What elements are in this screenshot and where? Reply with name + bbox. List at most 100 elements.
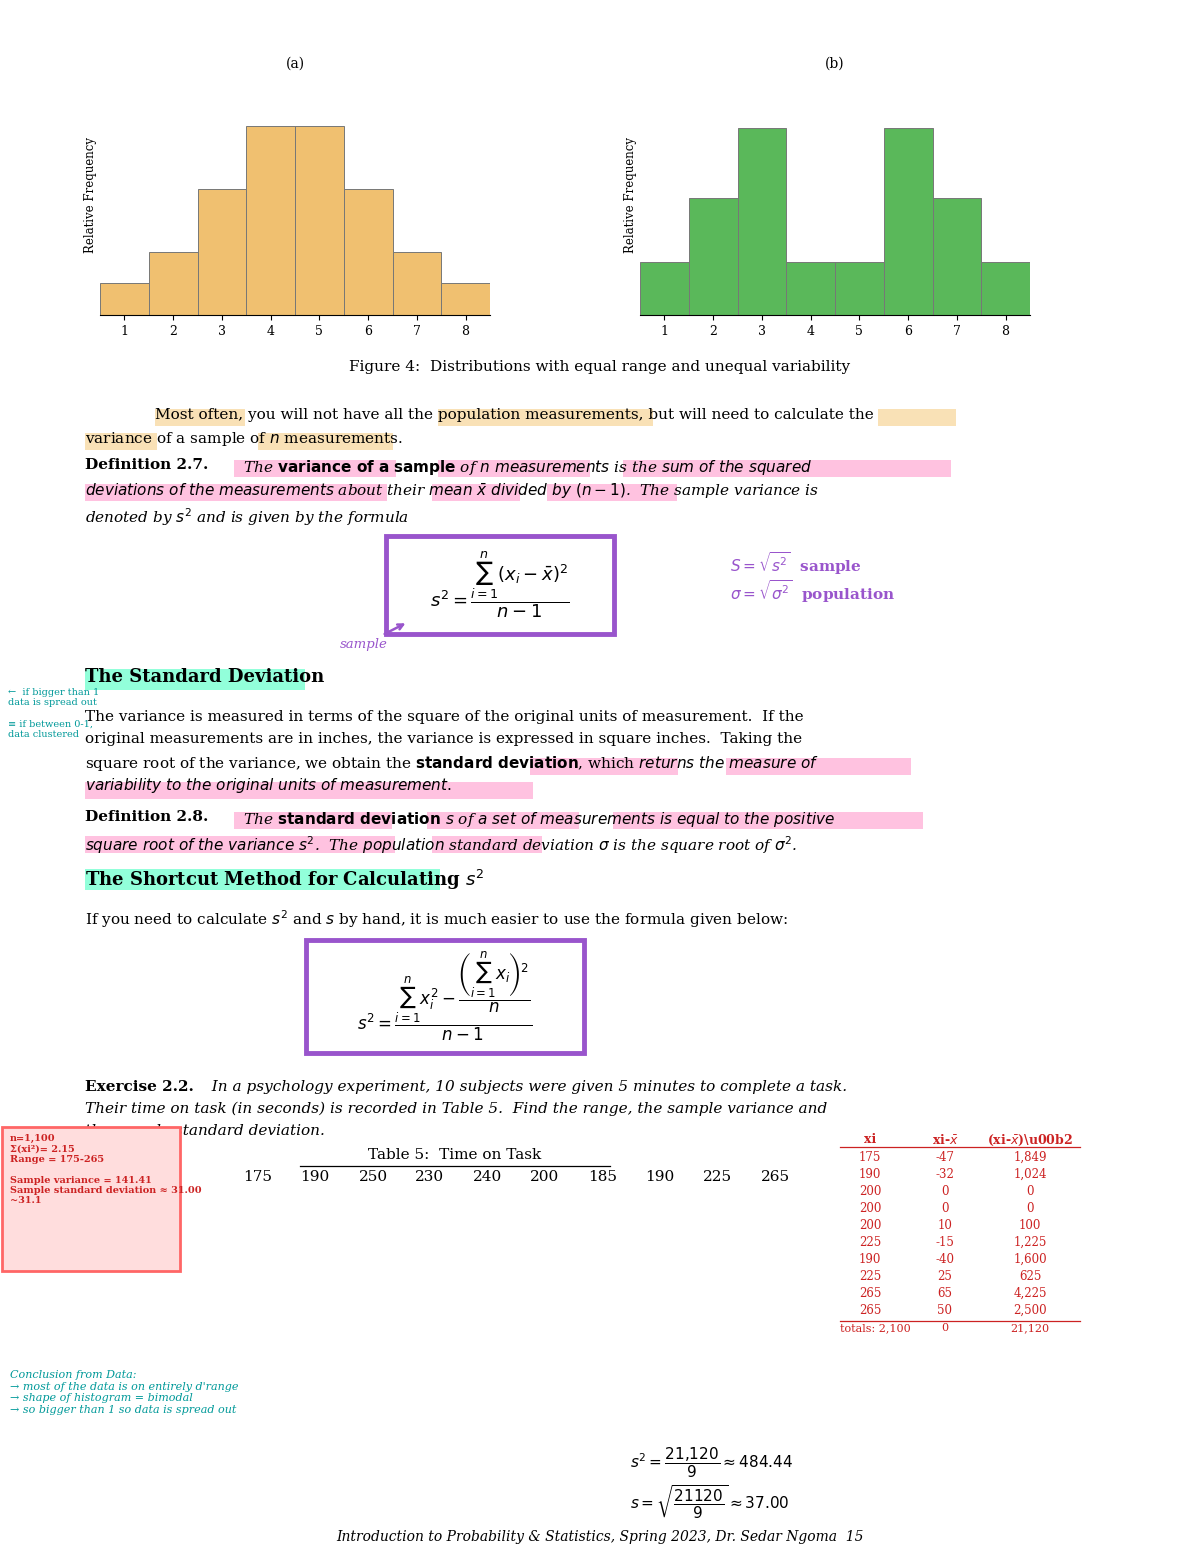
Text: 240: 240 — [473, 1169, 503, 1183]
Text: Their time on task (in seconds) is recorded in Table 5.  Find the range, the sam: Their time on task (in seconds) is recor… — [85, 1103, 827, 1117]
Text: 1,849: 1,849 — [1013, 1151, 1046, 1165]
FancyBboxPatch shape — [234, 460, 396, 477]
Text: 2,500: 2,500 — [1013, 1305, 1046, 1317]
Text: -15: -15 — [936, 1236, 954, 1249]
Text: totals: 2,100: totals: 2,100 — [840, 1323, 911, 1332]
Text: 250: 250 — [359, 1169, 388, 1183]
Text: $s^2 = \dfrac{\sum_{i=1}^{n}(x_i - \bar{x})^2}{n-1}$: $s^2 = \dfrac{\sum_{i=1}^{n}(x_i - \bar{… — [430, 550, 570, 620]
FancyBboxPatch shape — [438, 460, 590, 477]
Text: 0: 0 — [941, 1202, 949, 1214]
Text: 190: 190 — [300, 1169, 330, 1183]
Text: 265: 265 — [761, 1169, 790, 1183]
Text: Definition 2.8.: Definition 2.8. — [85, 811, 209, 825]
Bar — [198, 188, 246, 315]
Text: The Shortcut Method for Calculating $s^2$: The Shortcut Method for Calculating $s^2… — [85, 868, 485, 891]
Text: $\mathit{deviations\ of\ the\ measurements}$ about their $\mathit{mean}$ $\bar{x: $\mathit{deviations\ of\ the\ measuremen… — [85, 481, 818, 502]
FancyBboxPatch shape — [85, 870, 440, 890]
Bar — [343, 188, 392, 315]
Text: $s = \sqrt{\dfrac{21120}{9}} \approx 37.00$: $s = \sqrt{\dfrac{21120}{9}} \approx 37.… — [630, 1483, 790, 1520]
FancyBboxPatch shape — [85, 485, 386, 502]
Text: Conclusion from Data:
→ most of the data is on entirely d'range
→ shape of histo: Conclusion from Data: → most of the data… — [10, 1370, 239, 1415]
Text: $\sigma = \sqrt{\sigma^2}$  population: $\sigma = \sqrt{\sigma^2}$ population — [730, 578, 895, 606]
FancyBboxPatch shape — [432, 485, 520, 502]
Bar — [100, 283, 149, 315]
Text: $s^2 = \dfrac{\sum_{i=1}^{n}x_i^2 - \dfrac{\left(\sum_{i=1}^{n}x_i\right)^2}{n}}: $s^2 = \dfrac{\sum_{i=1}^{n}x_i^2 - \dfr… — [358, 949, 533, 1042]
Bar — [295, 126, 343, 315]
Text: 100: 100 — [1019, 1219, 1042, 1232]
Text: In a psychology experiment, 10 subjects were given 5 minutes to complete a task.: In a psychology experiment, 10 subjects … — [202, 1079, 847, 1093]
Text: the sample standard deviation.: the sample standard deviation. — [85, 1124, 325, 1138]
FancyBboxPatch shape — [427, 812, 580, 829]
Bar — [442, 283, 490, 315]
Text: The $\mathbf{standard\ deviation}$ $s$ of $\mathit{a\ set\ of\ measurements}$ $\: The $\mathbf{standard\ deviation}$ $s$ o… — [234, 811, 835, 829]
Text: 0: 0 — [941, 1185, 949, 1197]
Text: 1,600: 1,600 — [1013, 1253, 1046, 1266]
Text: variance of a sample of $\mathit{n}$ measurements.: variance of a sample of $\mathit{n}$ mea… — [85, 430, 403, 447]
Text: 50: 50 — [937, 1305, 953, 1317]
Text: Definition 2.7.: Definition 2.7. — [85, 458, 209, 472]
Bar — [392, 252, 442, 315]
FancyBboxPatch shape — [726, 758, 911, 775]
Text: 190: 190 — [646, 1169, 674, 1183]
FancyBboxPatch shape — [438, 408, 653, 426]
Text: 0: 0 — [1026, 1185, 1033, 1197]
FancyBboxPatch shape — [85, 433, 157, 450]
Text: denoted by $s^2$ and is given by the formula: denoted by $s^2$ and is given by the for… — [85, 506, 409, 528]
Text: 0: 0 — [1026, 1202, 1033, 1214]
Text: -40: -40 — [936, 1253, 954, 1266]
Text: 200: 200 — [859, 1185, 881, 1197]
Text: $\mathit{square\ root\ of\ the\ variance}$ $s^2$.  The $\mathit{population}$ sta: $\mathit{square\ root\ of\ the\ variance… — [85, 834, 798, 856]
Text: 4,225: 4,225 — [1013, 1287, 1046, 1300]
Text: 225: 225 — [703, 1169, 732, 1183]
Text: (xi-$\bar{x}$)\u00b2: (xi-$\bar{x}$)\u00b2 — [986, 1134, 1073, 1148]
Title: (b): (b) — [826, 57, 845, 71]
FancyBboxPatch shape — [878, 408, 956, 426]
Text: Most often, you will not have all the population measurements, but will need to : Most often, you will not have all the po… — [155, 408, 874, 422]
Text: 175: 175 — [244, 1169, 272, 1183]
FancyBboxPatch shape — [2, 1127, 180, 1270]
Text: $\mathit{variability\ to\ the\ original\ units\ of\ measurement.}$: $\mathit{variability\ to\ the\ original\… — [85, 776, 452, 795]
Text: If you need to calculate $s^2$ and $s$ by hand, it is much easier to use the for: If you need to calculate $s^2$ and $s$ b… — [85, 909, 788, 930]
Text: 230: 230 — [415, 1169, 444, 1183]
Text: square root of the variance, we obtain the $\mathbf{standard\ deviation}$, which: square root of the variance, we obtain t… — [85, 755, 820, 773]
FancyBboxPatch shape — [234, 812, 392, 829]
Text: 265: 265 — [859, 1305, 881, 1317]
Text: xi: xi — [864, 1134, 876, 1146]
FancyBboxPatch shape — [613, 812, 923, 829]
Text: 200: 200 — [859, 1219, 881, 1232]
Y-axis label: Relative Frequency: Relative Frequency — [624, 137, 637, 253]
Text: 200: 200 — [530, 1169, 559, 1183]
Text: sample: sample — [340, 624, 403, 651]
Text: 185: 185 — [588, 1169, 618, 1183]
Text: 65: 65 — [937, 1287, 953, 1300]
FancyBboxPatch shape — [85, 836, 395, 853]
Title: (a): (a) — [286, 57, 305, 71]
Y-axis label: Relative Frequency: Relative Frequency — [84, 137, 97, 253]
Text: Table 5:  Time on Task: Table 5: Time on Task — [368, 1148, 541, 1162]
Bar — [786, 261, 835, 315]
Text: 21,120: 21,120 — [1010, 1323, 1050, 1332]
FancyBboxPatch shape — [547, 485, 677, 502]
Text: 190: 190 — [859, 1168, 881, 1180]
Text: 625: 625 — [1019, 1270, 1042, 1283]
Bar — [835, 261, 883, 315]
Text: The $\mathbf{variance\ of\ a\ sample}$ of $\mathit{n\ measurements}$ is the $\ma: The $\mathbf{variance\ of\ a\ sample}$ o… — [234, 458, 812, 477]
FancyBboxPatch shape — [623, 460, 952, 477]
Text: $s^2 = \dfrac{21{,}120}{9} \approx 484.44$: $s^2 = \dfrac{21{,}120}{9} \approx 484.4… — [630, 1444, 793, 1480]
Bar — [932, 197, 982, 315]
FancyBboxPatch shape — [530, 758, 678, 775]
Text: 225: 225 — [859, 1236, 881, 1249]
Text: 1,024: 1,024 — [1013, 1168, 1046, 1180]
Text: Figure 4:  Distributions with equal range and unequal variability: Figure 4: Distributions with equal range… — [349, 360, 851, 374]
Text: 0: 0 — [942, 1323, 948, 1332]
Text: 175: 175 — [859, 1151, 881, 1165]
Bar — [640, 261, 689, 315]
Text: n=1,100
Σ(xi²)= 2.15
Range = 175-265

Sample variance = 141.41
Sample standard d: n=1,100 Σ(xi²)= 2.15 Range = 175-265 Sam… — [10, 1134, 202, 1205]
Text: The variance is measured in terms of the square of the original units of measure: The variance is measured in terms of the… — [85, 710, 804, 724]
Text: Introduction to Probability & Statistics, Spring 2023, Dr. Sedar Ngoma  15: Introduction to Probability & Statistics… — [336, 1530, 864, 1544]
Bar — [982, 261, 1030, 315]
FancyBboxPatch shape — [306, 940, 584, 1053]
Bar — [149, 252, 198, 315]
Text: -47: -47 — [936, 1151, 954, 1165]
FancyBboxPatch shape — [432, 836, 542, 853]
